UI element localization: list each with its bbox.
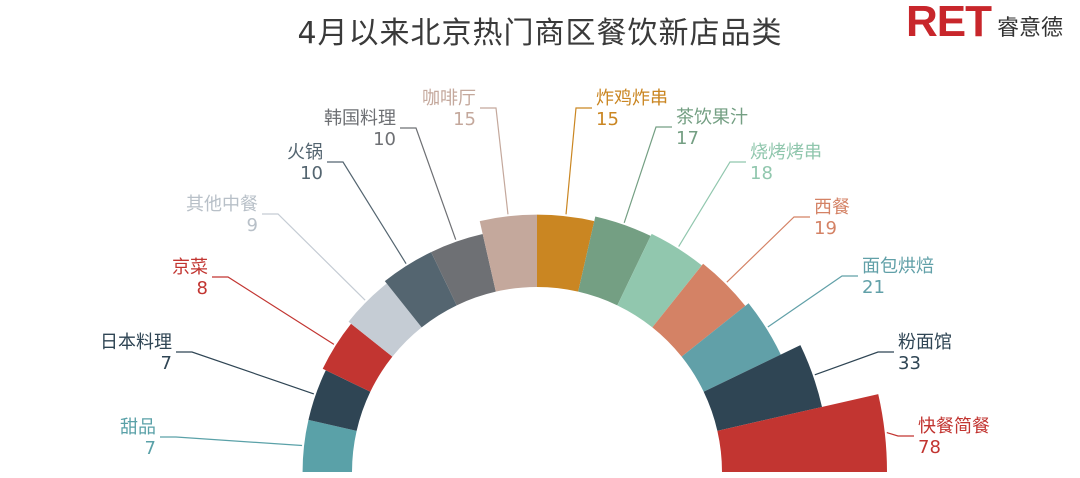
category-label-7: 咖啡厅	[422, 88, 476, 109]
rose-sector-13[interactable]	[703, 345, 822, 431]
category-label-4: 其他中餐	[186, 194, 258, 215]
value-label-4: 9	[247, 215, 258, 236]
category-label-8: 炸鸡炸串	[596, 88, 668, 109]
category-label-5: 火锅	[287, 142, 323, 163]
rose-sector-8[interactable]	[537, 214, 595, 292]
rose-sector-3[interactable]	[322, 323, 393, 392]
leader-line-7	[480, 107, 509, 215]
rose-sector-6[interactable]	[431, 234, 496, 306]
rose-sector-1[interactable]	[302, 419, 357, 472]
value-label-14: 78	[918, 437, 941, 458]
leader-line-2	[176, 351, 315, 395]
rose-sector-10[interactable]	[617, 233, 702, 328]
leader-line-11	[726, 216, 810, 283]
value-label-2: 7	[161, 353, 172, 374]
value-label-10: 18	[750, 163, 773, 184]
category-label-12: 面包烘焙	[862, 256, 934, 277]
rose-sector-4[interactable]	[348, 283, 422, 357]
leader-line-4	[262, 213, 366, 301]
value-label-1: 7	[145, 438, 156, 459]
leader-line-9	[623, 126, 672, 223]
chart-sectors	[302, 214, 887, 472]
category-label-1: 甜品	[120, 417, 156, 438]
value-label-11: 19	[814, 218, 837, 239]
chart-leader-lines	[160, 107, 914, 447]
leader-line-14	[886, 432, 914, 437]
value-label-13: 33	[898, 353, 921, 374]
logo-text: 睿意德	[997, 16, 1064, 41]
value-label-6: 10	[373, 129, 396, 150]
leader-line-6	[400, 127, 457, 240]
rose-sector-5[interactable]	[384, 252, 457, 328]
leader-line-3	[212, 276, 335, 345]
leader-line-8	[565, 107, 592, 215]
rose-sector-7[interactable]	[479, 214, 537, 292]
category-label-9: 茶饮果汁	[676, 107, 748, 128]
leader-line-1	[160, 436, 303, 447]
value-label-3: 8	[197, 278, 208, 299]
value-label-9: 17	[676, 128, 699, 149]
rose-sector-9[interactable]	[578, 216, 651, 306]
brand-logo: RET 睿意德	[906, 0, 1063, 44]
value-label-12: 21	[862, 277, 885, 298]
rose-sector-12[interactable]	[681, 303, 781, 392]
category-label-14: 快餐简餐	[918, 416, 990, 437]
category-label-2: 日本料理	[100, 332, 172, 353]
rose-sector-2[interactable]	[308, 370, 371, 431]
value-label-5: 10	[300, 163, 323, 184]
leader-line-5	[327, 161, 407, 264]
leader-line-12	[767, 275, 858, 328]
rose-sector-11[interactable]	[652, 263, 746, 357]
category-label-11: 西餐	[814, 197, 850, 218]
leader-line-13	[814, 351, 894, 376]
category-label-3: 京菜	[172, 257, 208, 278]
category-label-6: 韩国料理	[324, 108, 396, 129]
value-label-7: 15	[453, 109, 476, 130]
leader-line-10	[678, 161, 746, 247]
category-label-13: 粉面馆	[898, 332, 952, 353]
category-label-10: 烧烤烤串	[750, 142, 822, 163]
value-label-8: 15	[596, 109, 619, 130]
rose-sector-14[interactable]	[717, 394, 887, 472]
logo-mark: RET	[906, 0, 992, 46]
chart-title: 4月以来北京热门商区餐饮新店品类	[297, 16, 783, 51]
